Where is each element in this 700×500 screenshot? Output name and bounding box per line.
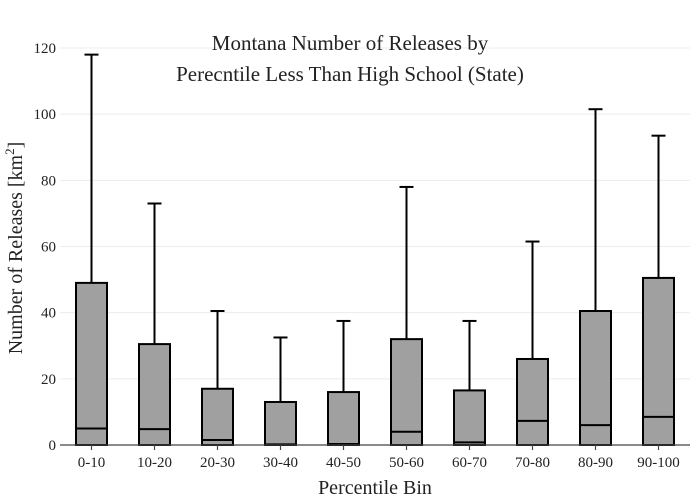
box-50-60	[390, 185, 423, 446]
boxes	[75, 53, 675, 447]
box-body	[75, 281, 108, 446]
box-body	[516, 357, 549, 447]
x-tick-label-70-80: 70-80	[515, 455, 550, 471]
chart-title-line-1: Montana Number of Releases by	[212, 31, 489, 55]
box-body	[390, 338, 423, 446]
y-tick-label-80: 80	[41, 173, 56, 189]
x-tick-label-50-60: 50-60	[389, 455, 424, 471]
box-90-100	[642, 134, 675, 446]
y-tick-label-100: 100	[34, 107, 57, 123]
y-axis-title-main: Number of Releases [km	[5, 154, 27, 354]
x-tick-label-30-40: 30-40	[263, 455, 298, 471]
box-80-90	[579, 108, 612, 447]
y-tick-label-120: 120	[34, 41, 57, 57]
box-10-20	[138, 202, 171, 446]
box-70-80	[516, 240, 549, 447]
box-body	[201, 387, 234, 446]
y-axis-ticks: 0 20 40 60 80 100 120	[34, 41, 57, 454]
x-tick-label-90-100: 90-100	[637, 455, 680, 471]
chart-title-line-2: Perecntile Less Than High School (State)	[176, 62, 524, 86]
box-20-30	[201, 310, 234, 446]
box-40-50	[327, 319, 360, 447]
y-tick-label-40: 40	[41, 306, 56, 322]
box-body	[327, 391, 360, 447]
box-body	[579, 310, 612, 447]
x-axis-ticks: 0-10 10-20 20-30 30-40 40-50 50-60 60-70 70-80 8…	[78, 445, 680, 471]
y-tick-label-60: 60	[41, 240, 56, 256]
x-tick-label-10-20: 10-20	[137, 455, 172, 471]
box-body	[264, 400, 297, 447]
x-axis-title: Percentile Bin	[318, 477, 432, 499]
x-tick-label-20-30: 20-30	[200, 455, 235, 471]
y-tick-label-0: 0	[49, 438, 57, 454]
box-body	[642, 276, 675, 446]
box-60-70	[453, 319, 486, 447]
x-tick-label-0-10: 0-10	[78, 455, 106, 471]
y-axis-title-superscript: 2	[2, 148, 17, 155]
y-axis-title: Number of Releases [km2]	[2, 142, 27, 355]
box-body	[453, 389, 486, 447]
y-axis-title-close: ]	[5, 142, 27, 149]
box-0-10	[75, 53, 108, 446]
x-tick-label-60-70: 60-70	[452, 455, 487, 471]
x-tick-label-80-90: 80-90	[578, 455, 613, 471]
x-tick-label-40-50: 40-50	[326, 455, 361, 471]
box-30-40	[264, 336, 297, 447]
y-tick-label-20: 20	[41, 372, 56, 388]
